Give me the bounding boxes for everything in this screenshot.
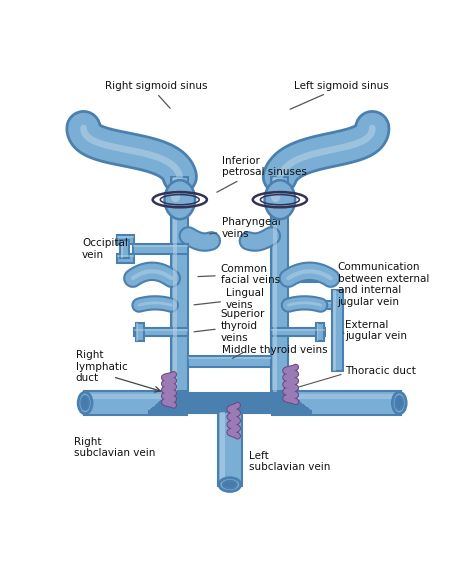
Bar xyxy=(170,394,289,396)
Bar xyxy=(150,411,310,412)
Bar xyxy=(164,399,296,401)
Bar xyxy=(121,240,123,258)
Ellipse shape xyxy=(264,180,295,219)
Bar xyxy=(288,274,332,282)
Bar xyxy=(118,254,134,257)
Bar xyxy=(272,329,325,331)
Bar xyxy=(160,402,300,404)
Bar xyxy=(118,235,134,244)
Ellipse shape xyxy=(395,396,403,410)
Bar xyxy=(118,236,134,238)
Bar xyxy=(155,406,304,408)
Bar xyxy=(149,411,310,413)
Bar xyxy=(168,396,292,397)
Bar xyxy=(133,244,188,254)
Bar xyxy=(83,391,188,414)
Bar xyxy=(317,323,319,342)
Text: Communication
between external
and internal
jugular vein: Communication between external and inter… xyxy=(337,262,429,307)
Bar xyxy=(151,410,309,411)
Text: Right
lymphatic
duct: Right lymphatic duct xyxy=(76,350,128,383)
Bar xyxy=(332,289,343,370)
Bar xyxy=(272,328,325,336)
Bar xyxy=(273,176,277,394)
Bar xyxy=(118,254,134,263)
Bar xyxy=(152,409,308,411)
Text: Occipital
vein: Occipital vein xyxy=(82,238,128,260)
Ellipse shape xyxy=(271,190,280,202)
Bar xyxy=(218,412,242,486)
Text: Lingual
veins: Lingual veins xyxy=(194,288,264,310)
Bar xyxy=(288,275,332,277)
Bar xyxy=(83,394,188,399)
Text: Inferior
petrosaI sinuses: Inferior petrosaI sinuses xyxy=(217,156,307,192)
Bar xyxy=(157,404,302,406)
Bar xyxy=(134,328,188,336)
Ellipse shape xyxy=(78,392,92,414)
Bar xyxy=(171,176,188,394)
Text: Left sigmoid sinus: Left sigmoid sinus xyxy=(294,81,389,91)
Bar xyxy=(165,398,295,400)
Bar xyxy=(173,176,177,394)
Bar xyxy=(162,401,298,402)
Bar xyxy=(159,403,301,404)
Bar xyxy=(333,289,336,370)
Ellipse shape xyxy=(223,481,237,488)
Text: Superior
thyroid
veins: Superior thyroid veins xyxy=(194,309,265,343)
Bar xyxy=(171,393,288,394)
Ellipse shape xyxy=(164,180,195,219)
Text: Thoracic duct: Thoracic duct xyxy=(346,366,416,376)
Text: Middle thyroid veins: Middle thyroid veins xyxy=(222,345,328,355)
Text: Common
facial veins: Common facial veins xyxy=(198,264,280,285)
Bar xyxy=(161,401,299,403)
Text: Right sigmoid sinus: Right sigmoid sinus xyxy=(105,81,208,91)
Bar xyxy=(272,394,401,399)
Bar xyxy=(272,391,401,414)
Bar xyxy=(272,176,288,394)
Ellipse shape xyxy=(171,190,180,202)
Bar xyxy=(188,357,272,359)
Ellipse shape xyxy=(392,392,406,414)
Bar xyxy=(153,408,307,410)
Bar xyxy=(133,246,188,247)
Bar xyxy=(136,323,144,342)
Bar xyxy=(154,408,306,409)
Bar xyxy=(166,397,294,399)
Bar xyxy=(137,323,138,342)
Bar xyxy=(220,412,226,486)
Text: Left
subclavian vein: Left subclavian vein xyxy=(249,451,330,472)
Bar xyxy=(169,396,291,397)
Text: Right
subclavian vein: Right subclavian vein xyxy=(74,437,155,458)
Bar xyxy=(163,400,297,401)
Text: Pharyngeal
veins: Pharyngeal veins xyxy=(210,217,281,239)
Bar xyxy=(288,302,343,304)
Bar xyxy=(134,329,188,331)
Bar xyxy=(167,397,293,398)
Bar xyxy=(188,356,272,367)
Ellipse shape xyxy=(81,396,89,410)
Bar xyxy=(288,301,343,309)
Bar xyxy=(170,394,290,396)
Bar xyxy=(155,407,305,408)
Ellipse shape xyxy=(219,478,241,492)
Text: External
jugular vein: External jugular vein xyxy=(346,320,407,342)
Bar xyxy=(120,240,129,258)
Bar xyxy=(316,323,324,342)
Bar xyxy=(158,404,301,406)
Bar xyxy=(156,406,303,407)
